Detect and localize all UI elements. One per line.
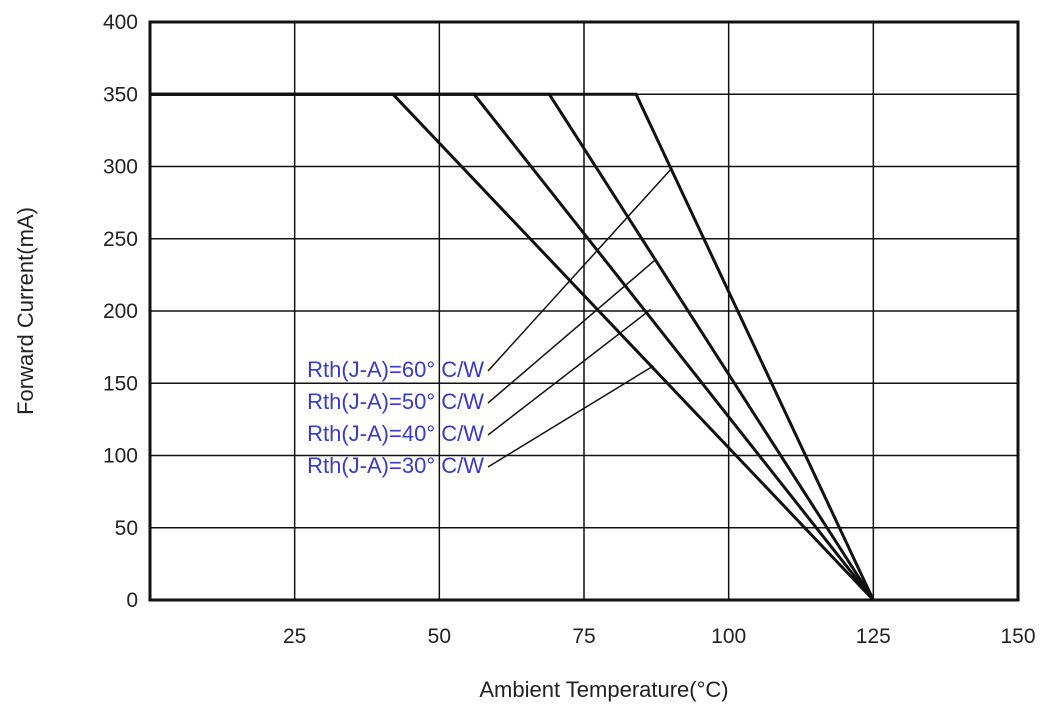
y-tick-label-3: 150 — [103, 372, 138, 395]
annotation-leader-3 — [487, 308, 652, 436]
y-tick-label-8: 400 — [103, 11, 138, 34]
x-tick-label-0: 25 — [283, 625, 306, 648]
y-tick-label-6: 300 — [103, 156, 138, 179]
series-line-2 — [150, 92, 875, 601]
annotation-labels: Rth(J-A)=60° C/W Rth(J-A)=50° C/W Rth(J-A)… — [307, 357, 484, 478]
y-tick-label-5: 250 — [103, 228, 138, 251]
y-tick-label-2: 100 — [103, 445, 138, 468]
x-tick-labels: 25 50 75 100 125 150 — [283, 625, 1036, 648]
y-tick-label-4: 200 — [103, 300, 138, 323]
annotation-leader-2 — [487, 258, 657, 404]
y-tick-label-7: 350 — [103, 83, 138, 106]
series-line-3 — [150, 92, 875, 601]
grid-lines — [150, 22, 1018, 600]
annotation-label-1: Rth(J-A)=60° C/W — [307, 357, 484, 382]
series-line-1 — [150, 92, 875, 602]
annotation-label-2: Rth(J-A)=50° C/W — [307, 389, 484, 414]
x-axis-label: Ambient Temperature(°C) — [479, 677, 728, 702]
series-line-4 — [150, 92, 875, 601]
annotation-leaders — [487, 168, 672, 468]
x-tick-label-5: 150 — [1000, 625, 1035, 648]
y-tick-labels: 0 50 100 150 200 250 300 350 400 — [103, 11, 138, 612]
annotation-leader-4 — [487, 365, 654, 468]
x-tick-label-2: 75 — [572, 625, 595, 648]
plot-frame — [148, 20, 1020, 602]
y-axis-label: Forward Current(mA) — [13, 207, 38, 415]
y-tick-label-1: 50 — [115, 517, 138, 540]
x-tick-label-4: 125 — [856, 625, 891, 648]
x-tick-label-1: 50 — [428, 625, 451, 648]
y-tick-label-0: 0 — [126, 589, 138, 612]
x-tick-label-3: 100 — [711, 625, 746, 648]
annotation-leader-1 — [487, 168, 672, 372]
annotation-label-3: Rth(J-A)=40° C/W — [307, 421, 484, 446]
annotation-label-4: Rth(J-A)=30° C/W — [307, 453, 484, 478]
series-lines — [150, 92, 875, 602]
